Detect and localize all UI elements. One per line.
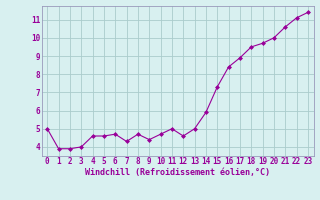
X-axis label: Windchill (Refroidissement éolien,°C): Windchill (Refroidissement éolien,°C) (85, 168, 270, 177)
